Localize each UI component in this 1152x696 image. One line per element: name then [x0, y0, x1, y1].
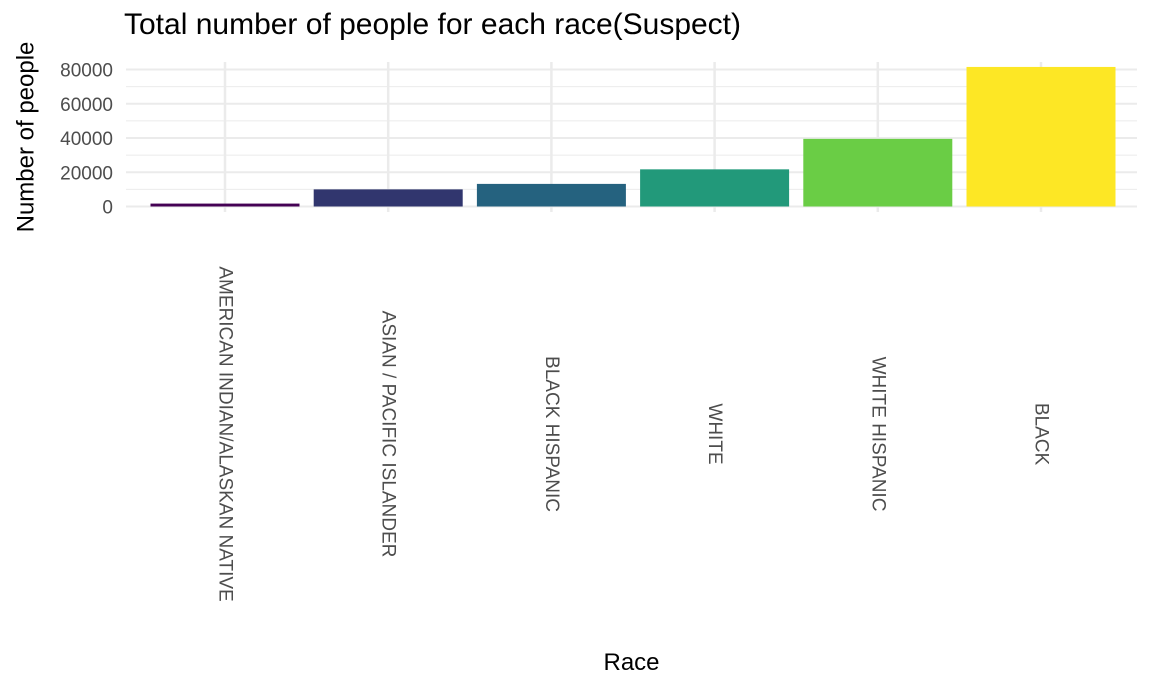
bar — [150, 203, 300, 207]
bar — [476, 183, 626, 207]
y-tick-label: 40000 — [60, 129, 113, 150]
y-axis-title: Number of people — [13, 42, 40, 233]
bar — [966, 66, 1116, 207]
y-tick-label: 80000 — [60, 61, 113, 82]
x-axis-title: Race — [603, 649, 659, 676]
x-tick-label: BLACK — [1031, 403, 1052, 466]
x-tick-label: ASIAN / PACIFIC ISLANDER — [378, 311, 399, 558]
x-tick-label: WHITE — [704, 403, 725, 464]
x-tick-label: WHITE HISPANIC — [867, 357, 888, 512]
y-tick-label: 60000 — [60, 95, 113, 116]
x-tick-label: BLACK HISPANIC — [541, 356, 562, 512]
y-tick-label: 0 — [102, 198, 113, 219]
y-tick-label: 20000 — [60, 163, 113, 184]
x-tick-label: AMERICAN INDIAN/ALASKAN NATIVE — [215, 266, 236, 601]
bar — [803, 138, 953, 207]
bar — [640, 169, 790, 207]
bar — [313, 189, 463, 207]
chart-title: Total number of people for each race(Sus… — [124, 8, 742, 41]
